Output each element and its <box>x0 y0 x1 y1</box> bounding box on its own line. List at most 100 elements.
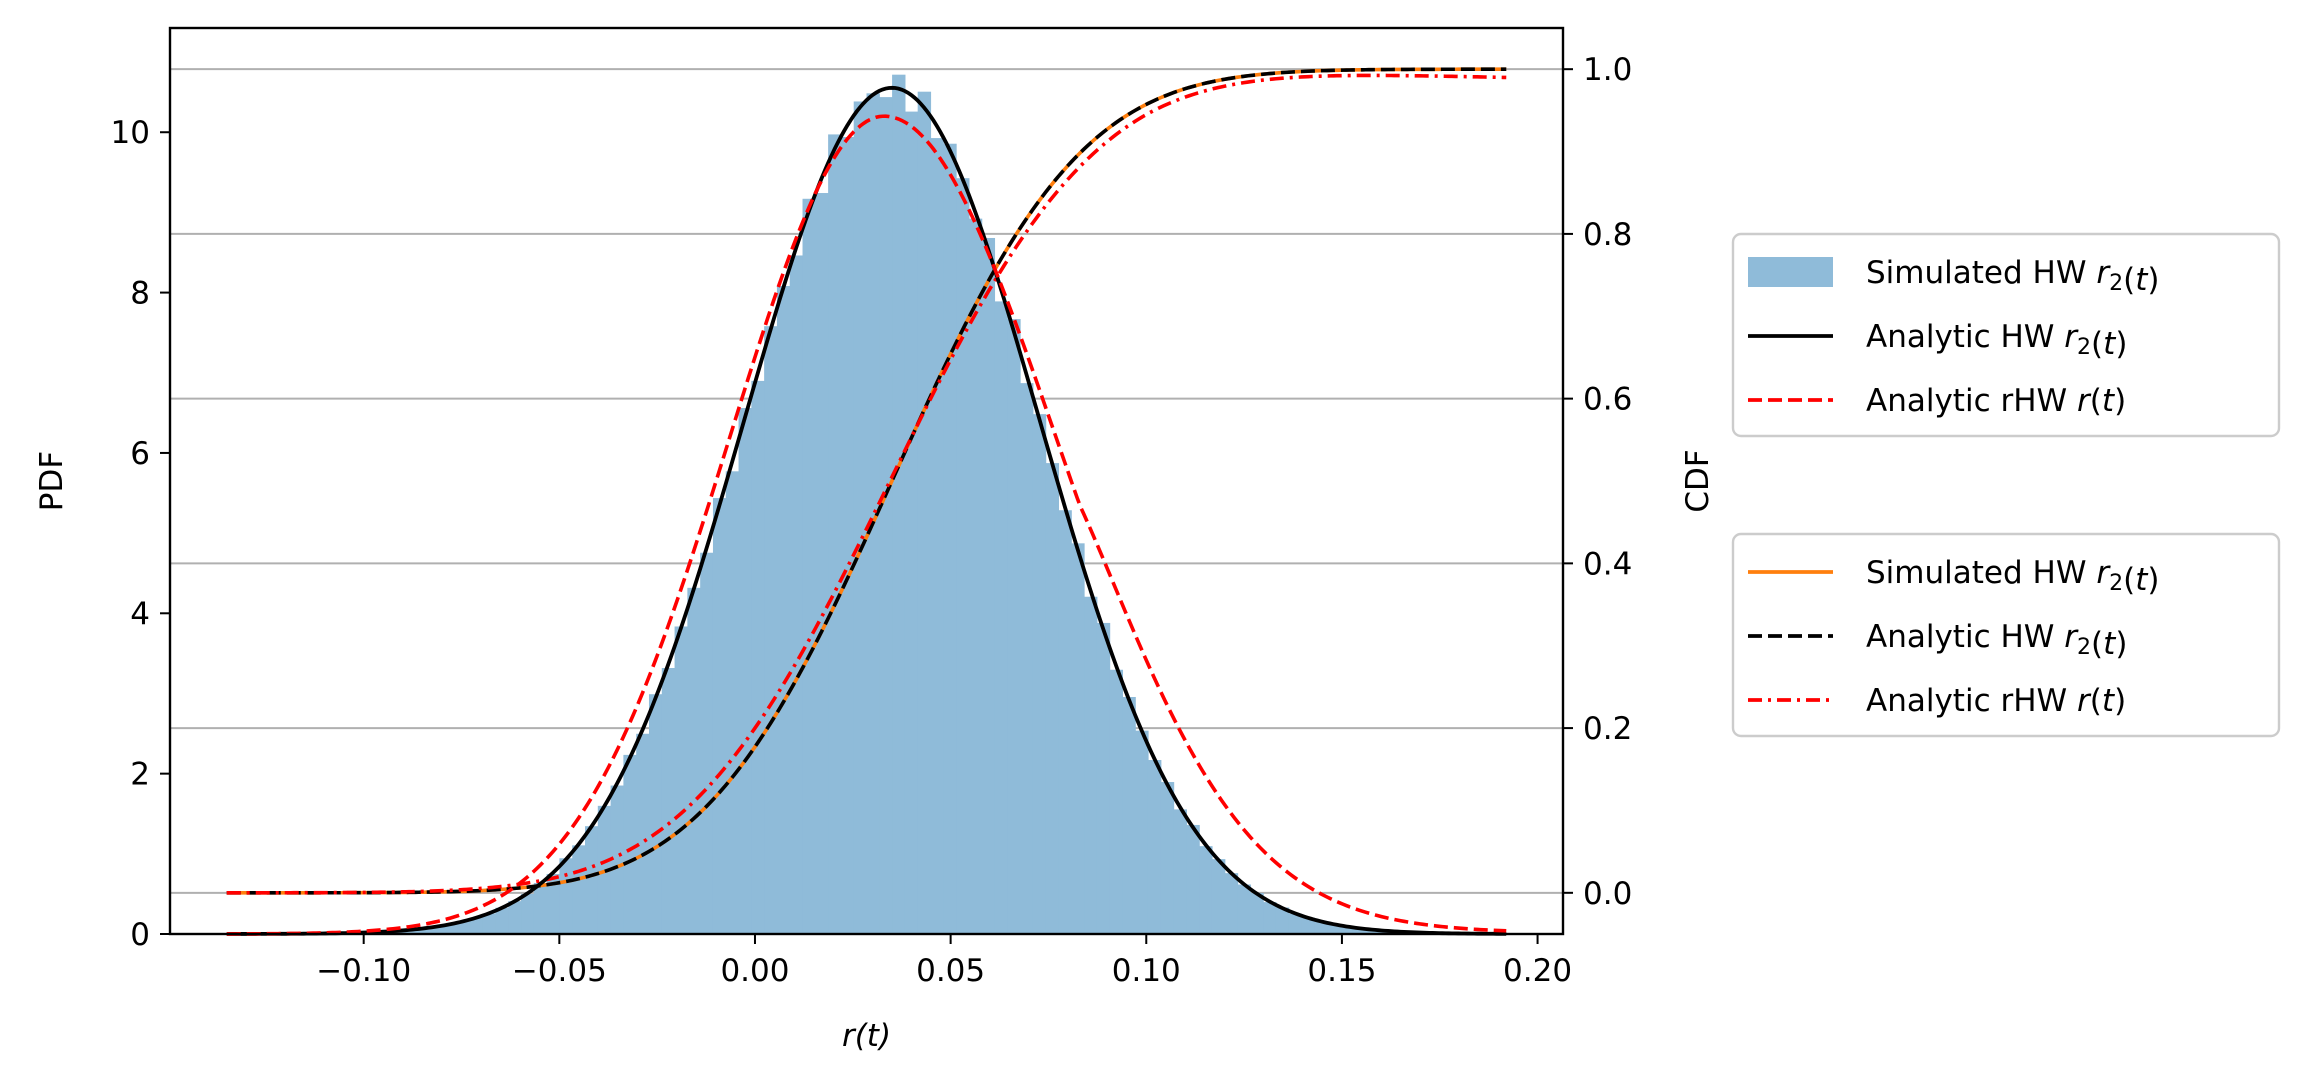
histogram-bar <box>1301 917 1315 934</box>
histogram-bar <box>930 138 944 935</box>
x-axis-title: r(t) <box>842 1018 891 1054</box>
histogram-bar <box>789 255 804 934</box>
x-tick-label: 0.20 <box>1503 953 1572 989</box>
x-tick-label: 0.15 <box>1307 953 1376 989</box>
histogram-bar <box>1352 928 1367 934</box>
histogram-bar <box>508 901 522 934</box>
histogram-bar <box>725 471 740 934</box>
legend-pdf-frame <box>1731 232 2281 438</box>
y-right-tick-label: 0.6 <box>1583 382 1632 418</box>
x-tick-label: 0.05 <box>916 953 985 989</box>
histogram-bar <box>1007 319 1021 934</box>
histogram-bar <box>1211 859 1226 934</box>
histogram-bar <box>559 858 573 934</box>
y-right-tick-label: 0.8 <box>1583 217 1632 253</box>
histogram-bar <box>482 913 497 934</box>
histogram-bar <box>533 883 548 934</box>
histogram-bar <box>904 111 919 934</box>
histogram-bar <box>1147 760 1162 934</box>
histogram-bar <box>1186 824 1200 934</box>
histogram-bar <box>1263 902 1277 934</box>
histogram-bar <box>495 907 509 934</box>
histogram-bar <box>943 143 957 934</box>
histogram-bar <box>712 498 727 934</box>
histogram-bar <box>623 754 637 934</box>
y-right-tick-label: 1.0 <box>1583 52 1632 88</box>
histogram-bar <box>585 826 599 934</box>
pdf-analytic-hw-line <box>226 85 1507 936</box>
histogram-bar <box>1237 884 1251 934</box>
histogram-bar <box>546 873 561 934</box>
histogram-bar <box>892 74 906 934</box>
pdf-histogram <box>290 74 1495 935</box>
histogram-bar <box>1109 669 1124 934</box>
histogram-bar <box>981 237 996 935</box>
y-right-tick-label: 0.2 <box>1583 711 1632 747</box>
histogram-bar <box>866 93 880 934</box>
histogram-bar <box>636 733 650 934</box>
legend-label: Simulated HW r2(t) <box>1866 555 2159 598</box>
histogram-bar <box>1096 622 1111 934</box>
y-left-tick-label: 8 <box>130 276 150 312</box>
y-right-tick-label: 0.4 <box>1583 546 1632 582</box>
histogram-bar <box>469 917 484 934</box>
histogram-bar <box>815 193 829 934</box>
histogram-bar <box>994 301 1008 934</box>
pdf-analytic-rhw-line <box>226 114 1507 936</box>
histogram-bar <box>674 626 688 934</box>
y-right-axis-title: CDF <box>1680 449 1716 512</box>
histogram-bar <box>1224 873 1239 934</box>
histogram-bar <box>738 407 752 934</box>
legend-label: Simulated HW r2(t) <box>1866 255 2159 298</box>
histogram-bar <box>828 134 842 935</box>
histogram-bar <box>1135 730 1149 934</box>
y-left-tick-label: 6 <box>130 436 150 472</box>
histogram-bar <box>418 928 433 934</box>
histogram-bar <box>968 218 983 935</box>
y-left-tick-label: 0 <box>130 917 150 953</box>
curves <box>226 67 1507 936</box>
histogram-bar <box>764 326 778 934</box>
histogram-bar <box>1084 596 1098 934</box>
histogram-bar <box>1275 907 1290 934</box>
x-tick-label: −0.05 <box>512 953 607 989</box>
histogram-bar <box>687 587 701 934</box>
histogram-bar <box>1122 697 1136 934</box>
histogram-bar <box>405 929 420 934</box>
histogram-bar <box>1032 414 1047 935</box>
legend-label: Analytic rHW r(t) <box>1866 683 2126 719</box>
legend-label: Analytic rHW r(t) <box>1866 383 2126 419</box>
histogram-bar <box>700 552 714 934</box>
histogram-bar <box>1071 543 1085 934</box>
axes: −0.10 −0.05 0.00 0.05 0.10 0.15 0.20 0 2 4 6 8 10 0.0… <box>34 26 1716 1054</box>
histogram-bar <box>840 137 855 934</box>
histogram-bar <box>1314 921 1328 934</box>
cdf-analytic-rhw-line <box>226 73 1507 895</box>
histogram-bar <box>1173 809 1187 934</box>
histogram-bar <box>1199 846 1213 934</box>
histogram-bar <box>1160 782 1175 934</box>
legend-label: Analytic HW r2(t) <box>1866 319 2127 362</box>
y-left-axis-title: PDF <box>34 451 70 511</box>
plot-frame <box>168 26 1565 936</box>
histogram-bar <box>776 285 791 935</box>
histogram-bar <box>648 694 663 934</box>
legend-label: Analytic HW r2(t) <box>1866 619 2127 662</box>
histogram-bar <box>879 97 893 935</box>
x-tick-label: −0.10 <box>316 953 411 989</box>
histogram-bar <box>1327 924 1341 934</box>
histogram-bar <box>1058 510 1072 934</box>
histogram-bar <box>1020 383 1034 934</box>
histogram-bar <box>1045 463 1060 934</box>
histogram-bar <box>1288 913 1303 934</box>
histogram-bar <box>661 667 676 934</box>
histogram-bar <box>1339 926 1354 934</box>
histogram-bar <box>572 845 586 934</box>
x-tick-label: 0.00 <box>720 953 789 989</box>
legend-cdf-frame <box>1731 532 2281 738</box>
legends: Simulated HW r2(t) Analytic HW r2(t) Analy… <box>1731 232 2281 738</box>
histogram-bar <box>1250 893 1264 934</box>
histogram-bar <box>956 178 970 934</box>
histogram-bar <box>917 91 932 934</box>
